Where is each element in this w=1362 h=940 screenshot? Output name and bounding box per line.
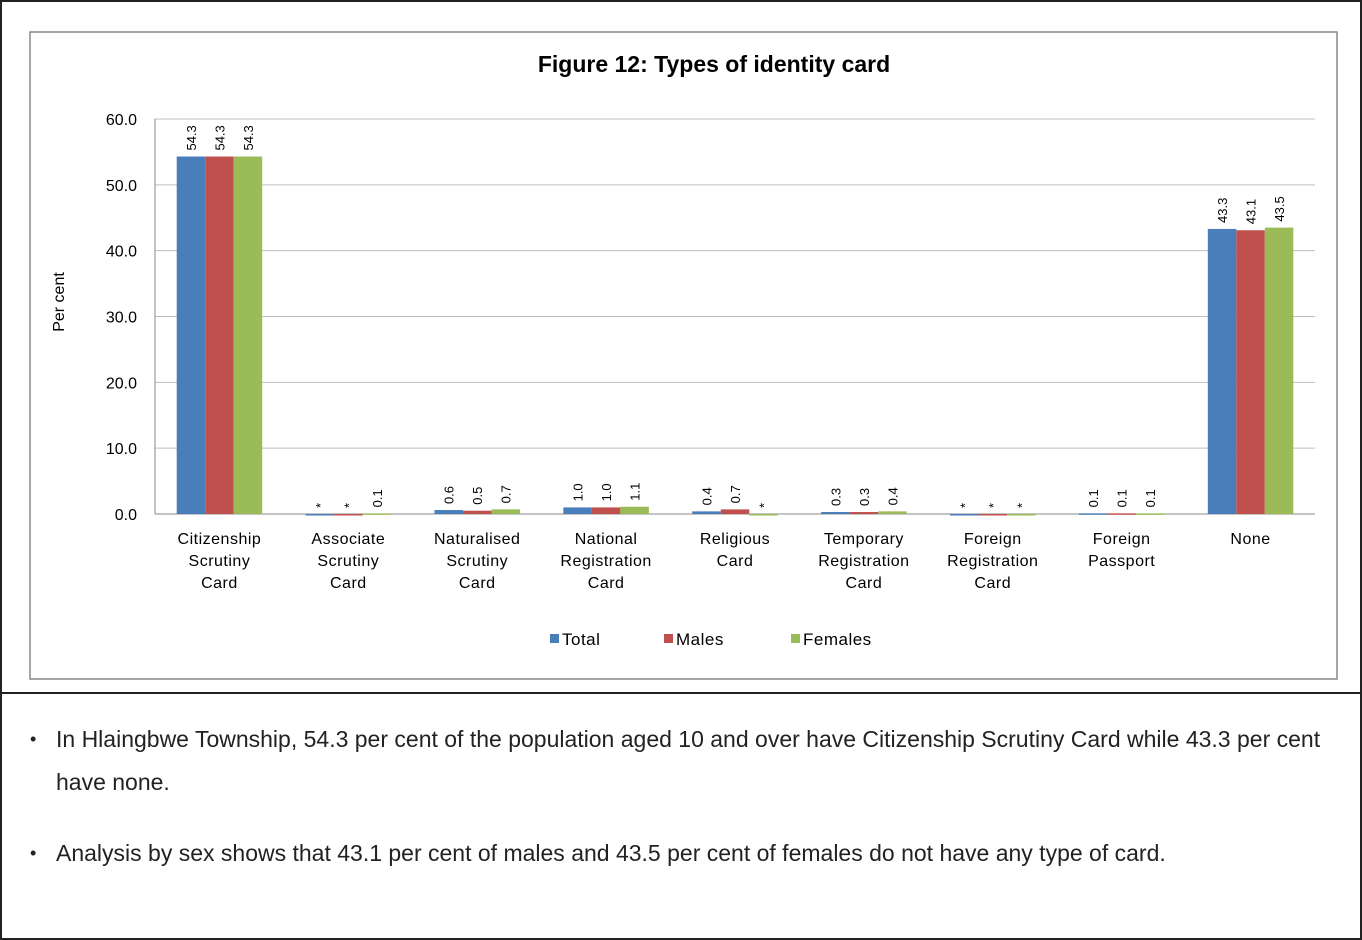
bar [692, 511, 721, 514]
value-label: 0.7 [728, 485, 743, 503]
bar [978, 514, 1008, 516]
value-label: 0.6 [442, 486, 457, 504]
legend-label: Females [803, 630, 872, 649]
bullet-text: Analysis by sex shows that 43.1 per cent… [30, 832, 1346, 875]
value-label: * [757, 503, 772, 508]
legend-label: Males [676, 630, 724, 649]
bar [591, 507, 621, 514]
x-tick-label: Temporary Registration Card [818, 531, 909, 592]
value-label: 54.3 [241, 125, 256, 150]
bar [821, 512, 850, 514]
value-label: 54.3 [184, 125, 199, 150]
y-tick-label: 10.0 [106, 441, 137, 458]
value-label: 1.0 [599, 483, 614, 501]
value-label: 0.5 [470, 487, 485, 505]
x-tick-label: Associate Scrutiny Card [311, 531, 385, 592]
x-tick-label: Religious Card [700, 531, 770, 570]
y-tick-label: 30.0 [106, 310, 137, 327]
x-tick-label: National Registration Card [560, 531, 651, 592]
bar [305, 514, 335, 516]
bar [205, 156, 234, 514]
bar [176, 156, 206, 514]
x-tick-label: Foreign Passport [1088, 531, 1155, 570]
value-label: 0.3 [828, 488, 843, 506]
bar [1264, 227, 1294, 514]
legend-swatch [791, 634, 800, 643]
bar [1078, 513, 1108, 515]
value-label: 0.3 [857, 488, 872, 506]
y-tick-label: 40.0 [106, 244, 137, 261]
chart-title: Figure 12: Types of identity card [538, 51, 890, 77]
value-label: * [313, 503, 328, 508]
bar [491, 509, 520, 514]
value-label: 43.5 [1272, 196, 1287, 221]
value-label: 43.1 [1244, 199, 1259, 224]
y-axis-label: Per cent [51, 272, 68, 332]
bar [1236, 230, 1265, 514]
x-tick-label: Foreign Registration Card [947, 531, 1038, 592]
bar [334, 514, 363, 516]
chart: Figure 12: Types of identity card Per ce… [29, 31, 1338, 680]
value-label: 0.1 [1086, 489, 1101, 507]
y-tick-label: 50.0 [106, 178, 137, 195]
bar [462, 510, 492, 514]
chart-frame [29, 31, 1338, 680]
y-tick-label: 60.0 [106, 112, 137, 129]
bullet-text: In Hlaingbwe Township, 54.3 per cent of … [30, 718, 1346, 804]
value-label: 0.4 [700, 487, 715, 505]
value-label: 54.3 [212, 125, 227, 150]
x-tick-label: None [1230, 531, 1270, 548]
value-label: 0.1 [1115, 489, 1130, 507]
bar [362, 513, 392, 515]
bar [434, 510, 463, 514]
value-label: 0.1 [370, 489, 385, 507]
value-label: * [957, 503, 972, 508]
bar [1207, 228, 1237, 515]
bar [749, 514, 778, 516]
value-label: 0.7 [499, 485, 514, 503]
value-label: 43.3 [1215, 198, 1230, 223]
value-label: 1.0 [571, 483, 586, 501]
legend-label: Total [562, 630, 600, 649]
bar [1007, 514, 1036, 516]
value-label: * [1014, 503, 1029, 508]
legend-swatch [550, 634, 559, 643]
value-label: 0.1 [1143, 489, 1158, 507]
bar [233, 156, 263, 514]
x-tick-label: Naturalised Scrutiny Card [434, 531, 520, 592]
bar [878, 511, 907, 514]
bar [1135, 513, 1165, 515]
bar [950, 514, 979, 516]
notes: In Hlaingbwe Township, 54.3 per cent of … [2, 692, 1360, 938]
bar [849, 512, 879, 514]
value-label: 1.1 [628, 483, 643, 501]
legend-swatch [664, 634, 673, 643]
value-label: 0.4 [885, 487, 900, 505]
y-tick-label: 0.0 [115, 507, 137, 524]
x-tick-label: Citizenship Scrutiny Card [178, 531, 262, 592]
bar [1107, 513, 1136, 515]
bar [720, 509, 750, 514]
value-label: * [986, 503, 1001, 508]
y-tick-label: 20.0 [106, 375, 137, 392]
bar [620, 506, 649, 514]
value-label: * [341, 503, 356, 508]
bar [563, 507, 592, 514]
